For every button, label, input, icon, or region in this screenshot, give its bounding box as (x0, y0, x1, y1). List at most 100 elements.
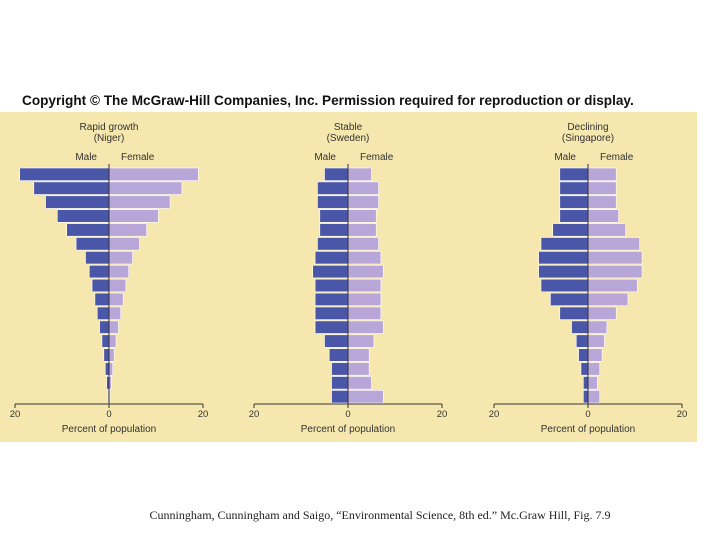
female-bar (347, 167, 372, 181)
pyramid-subtitle: (Singapore) (562, 133, 614, 144)
male-bar (91, 278, 110, 293)
male-bar (317, 181, 349, 195)
female-bar (587, 334, 605, 348)
female-bar (587, 320, 608, 334)
female-bar (347, 251, 382, 265)
female-bar (347, 223, 377, 237)
male-bar (96, 306, 110, 320)
male-bar (56, 209, 110, 223)
x-axis-label: Percent of population (301, 424, 396, 435)
male-bar (45, 195, 110, 209)
female-bar (587, 181, 617, 195)
male-bar (328, 348, 349, 362)
female-bar (108, 320, 119, 334)
x-tick-label: 20 (249, 409, 260, 420)
male-bar (85, 251, 110, 265)
female-bar (587, 362, 601, 376)
male-bar (104, 362, 110, 376)
male-bar (101, 334, 110, 348)
female-bar (587, 265, 643, 279)
female-bar (108, 195, 171, 209)
female-bar (587, 251, 643, 265)
male-bar (540, 237, 589, 251)
female-bar (108, 209, 159, 223)
x-tick-label: 20 (437, 409, 448, 420)
male-bar (331, 376, 349, 390)
female-label: Female (360, 152, 394, 163)
female-bar (587, 306, 617, 320)
female-bar (347, 181, 379, 195)
citation: Cunningham, Cunningham and Saigo, “Envir… (149, 508, 611, 522)
male-bar (578, 348, 589, 362)
female-bar (108, 348, 115, 362)
male-bar (559, 195, 589, 209)
female-bar (347, 334, 375, 348)
male-bar (580, 362, 589, 376)
male-bar (559, 167, 589, 181)
x-tick-label: 20 (198, 409, 209, 420)
female-bar (347, 195, 379, 209)
female-bar (587, 348, 603, 362)
female-bar (108, 167, 199, 181)
male-bar (538, 265, 589, 279)
male-bar (582, 376, 589, 390)
copyright-notice: Copyright © The McGraw-Hill Companies, I… (22, 93, 634, 108)
male-bar (571, 320, 589, 334)
male-bar (575, 334, 589, 348)
male-bar (88, 265, 110, 279)
male-label: Male (314, 152, 336, 163)
x-tick-label: 20 (677, 409, 688, 420)
female-bar (587, 390, 601, 404)
female-bar (108, 251, 133, 265)
female-bar (347, 292, 382, 307)
female-bar (587, 223, 626, 237)
male-bar (582, 390, 589, 404)
male-bar (317, 237, 349, 251)
female-bar (347, 278, 382, 293)
pyramid-subtitle: (Sweden) (327, 133, 370, 144)
female-bar (587, 376, 598, 390)
female-bar (108, 223, 147, 237)
female-bar (347, 237, 379, 251)
figure-panel: Rapid growth (Niger) Male Female 20 0 20 Percen… (0, 112, 697, 442)
male-bar (314, 278, 349, 293)
male-bar (324, 167, 349, 181)
male-bar (314, 251, 349, 265)
female-bar (347, 209, 377, 223)
female-bar (347, 265, 384, 279)
female-bar (108, 306, 122, 320)
male-bar (540, 278, 589, 293)
female-bar (347, 348, 370, 362)
female-label: Female (121, 152, 155, 163)
male-bar (331, 362, 349, 376)
male-bar (559, 209, 589, 223)
male-bar (314, 306, 349, 320)
female-bar (587, 278, 638, 293)
female-bar (108, 181, 183, 195)
female-bar (108, 362, 114, 376)
female-bar (587, 237, 641, 251)
female-bar (108, 278, 127, 293)
male-bar (550, 292, 589, 307)
male-bar (538, 251, 589, 265)
pyramid-1: Stable(Sweden) Male Female 20 0 20 Percent of … (249, 122, 448, 435)
female-bar (108, 237, 140, 251)
male-bar (324, 334, 349, 348)
x-tick-label: 20 (489, 409, 500, 420)
pyramid-0: Rapid growth(Niger) Male Female 20 0 20 Percen… (10, 122, 209, 435)
male-bar (552, 223, 589, 237)
male-bar (319, 209, 349, 223)
male-bar (103, 348, 110, 362)
male-bar (312, 265, 349, 279)
male-bar (314, 292, 349, 307)
male-bar (331, 390, 349, 404)
female-label: Female (600, 152, 634, 163)
male-bar (317, 195, 349, 209)
pyramid-title: Declining (567, 122, 608, 133)
x-axis-label: Percent of population (541, 424, 636, 435)
female-bar (347, 306, 382, 320)
female-bar (347, 362, 370, 376)
pyramid-title: Stable (334, 122, 363, 133)
male-bar (19, 167, 110, 181)
pyramid-subtitle: (Niger) (94, 133, 125, 144)
